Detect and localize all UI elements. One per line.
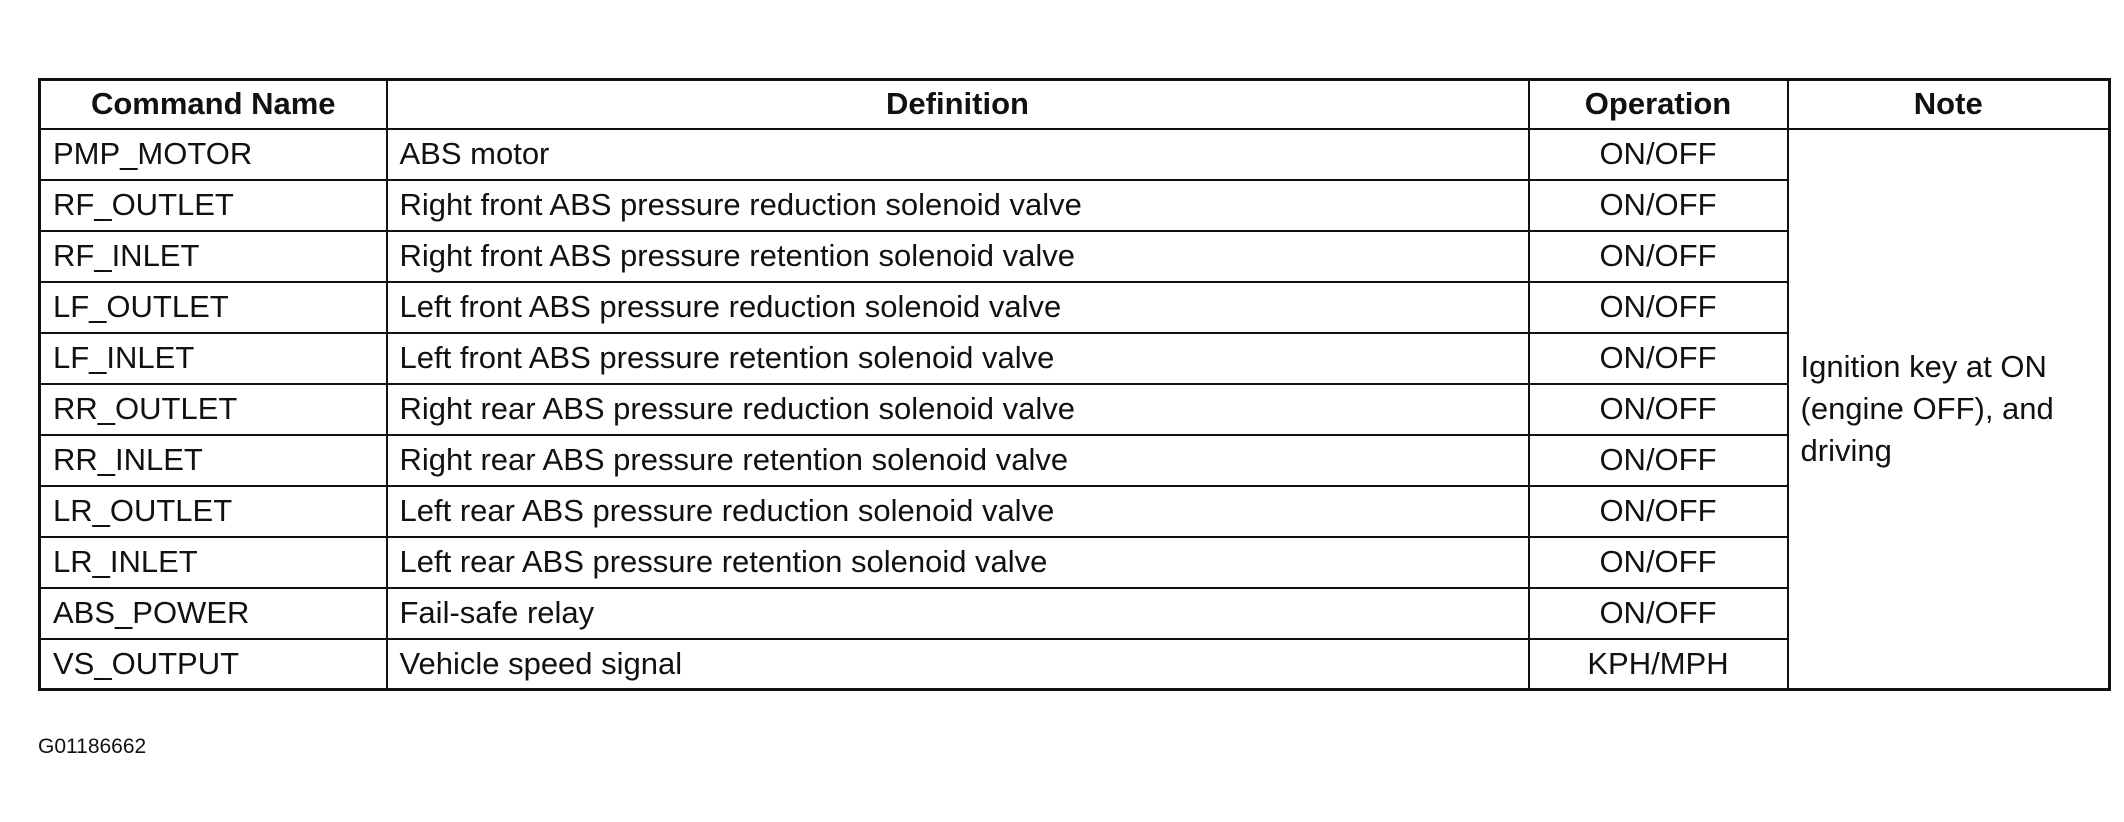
table-cell: ON/OFF: [1527, 535, 1789, 589]
table-row: RR_INLET Right rear ABS pressure retentio…: [38, 433, 2110, 487]
table-cell: ON/OFF: [1527, 586, 1789, 640]
table-row: VS_OUTPUT Vehicle speed signal KPH/MPH: [38, 637, 2110, 691]
table-cell: ON/OFF: [1527, 280, 1789, 334]
table-cell: ON/OFF: [1527, 127, 1789, 181]
table-cell: ON/OFF: [1527, 229, 1789, 283]
table-cell: ON/OFF: [1527, 382, 1789, 436]
header-cell: Note: [1786, 78, 2111, 130]
table-row: LR_INLET Left rear ABS pressure retention…: [38, 535, 2110, 589]
table-row: RF_INLET Right front ABS pressure retenti…: [38, 229, 2110, 283]
header-cell: Command Name: [38, 78, 388, 130]
table-row: ABS_POWER Fail-safe relay ON/OFF: [38, 586, 2110, 640]
table-cell: Right front ABS pressure retention solen…: [385, 229, 1530, 283]
table-cell: Right rear ABS pressure retention soleno…: [385, 433, 1530, 487]
table-cell: RR_OUTLET: [38, 382, 388, 436]
table-body: PMP_MOTOR ABS motor ON/OFF Ignition key at …: [38, 127, 2111, 691]
table-cell: Left front ABS pressure retention soleno…: [385, 331, 1530, 385]
table-cell: ABS_POWER: [38, 586, 388, 640]
table-cell: LR_OUTLET: [38, 484, 388, 538]
table-row: LR_OUTLET Left rear ABS pressure reductio…: [38, 484, 2110, 538]
table-row: RF_OUTLET Right front ABS pressure reduct…: [38, 178, 2110, 232]
table-row: LF_OUTLET Left front ABS pressure reducti…: [38, 280, 2110, 334]
table-cell: ON/OFF: [1527, 484, 1789, 538]
table-row: RR_OUTLET Right rear ABS pressure reducti…: [38, 382, 2110, 436]
table-cell: RR_INLET: [38, 433, 388, 487]
header-cell: Definition: [385, 78, 1530, 130]
note-cell: Ignition key at ON (engine OFF), and dri…: [1786, 127, 2111, 691]
table-cell: Right front ABS pressure reduction solen…: [385, 178, 1530, 232]
table-cell: LR_INLET: [38, 535, 388, 589]
table-cell: Left rear ABS pressure retention solenoi…: [385, 535, 1530, 589]
header-row: Command Name Definition Operation Note: [38, 78, 2111, 130]
table-cell: LF_INLET: [38, 331, 388, 385]
table-cell: PMP_MOTOR: [38, 127, 388, 181]
figure-id: G01186662: [38, 735, 147, 758]
table-cell: ON/OFF: [1527, 178, 1789, 232]
header-cell: Operation: [1527, 78, 1789, 130]
table-cell: RF_INLET: [38, 229, 388, 283]
table-cell: Vehicle speed signal: [385, 637, 1530, 691]
table-cell: ON/OFF: [1527, 433, 1789, 487]
table-cell: LF_OUTLET: [38, 280, 388, 334]
table-cell: Left front ABS pressure reduction soleno…: [385, 280, 1530, 334]
table-cell: Left rear ABS pressure reduction solenoi…: [385, 484, 1530, 538]
table-cell: ON/OFF: [1527, 331, 1789, 385]
table-cell: VS_OUTPUT: [38, 637, 388, 691]
table-cell: KPH/MPH: [1527, 637, 1789, 691]
table-row: LF_INLET Left front ABS pressure retentio…: [38, 331, 2110, 385]
table-cell: ABS motor: [385, 127, 1530, 181]
command-table: Command Name Definition Operation Note PMP_…: [38, 78, 2111, 691]
table-cell: Fail-safe relay: [385, 586, 1530, 640]
table-row: PMP_MOTOR ABS motor ON/OFF Ignition key at …: [38, 127, 2111, 691]
table-cell: Right rear ABS pressure reduction soleno…: [385, 382, 1530, 436]
table-cell: RF_OUTLET: [38, 178, 388, 232]
